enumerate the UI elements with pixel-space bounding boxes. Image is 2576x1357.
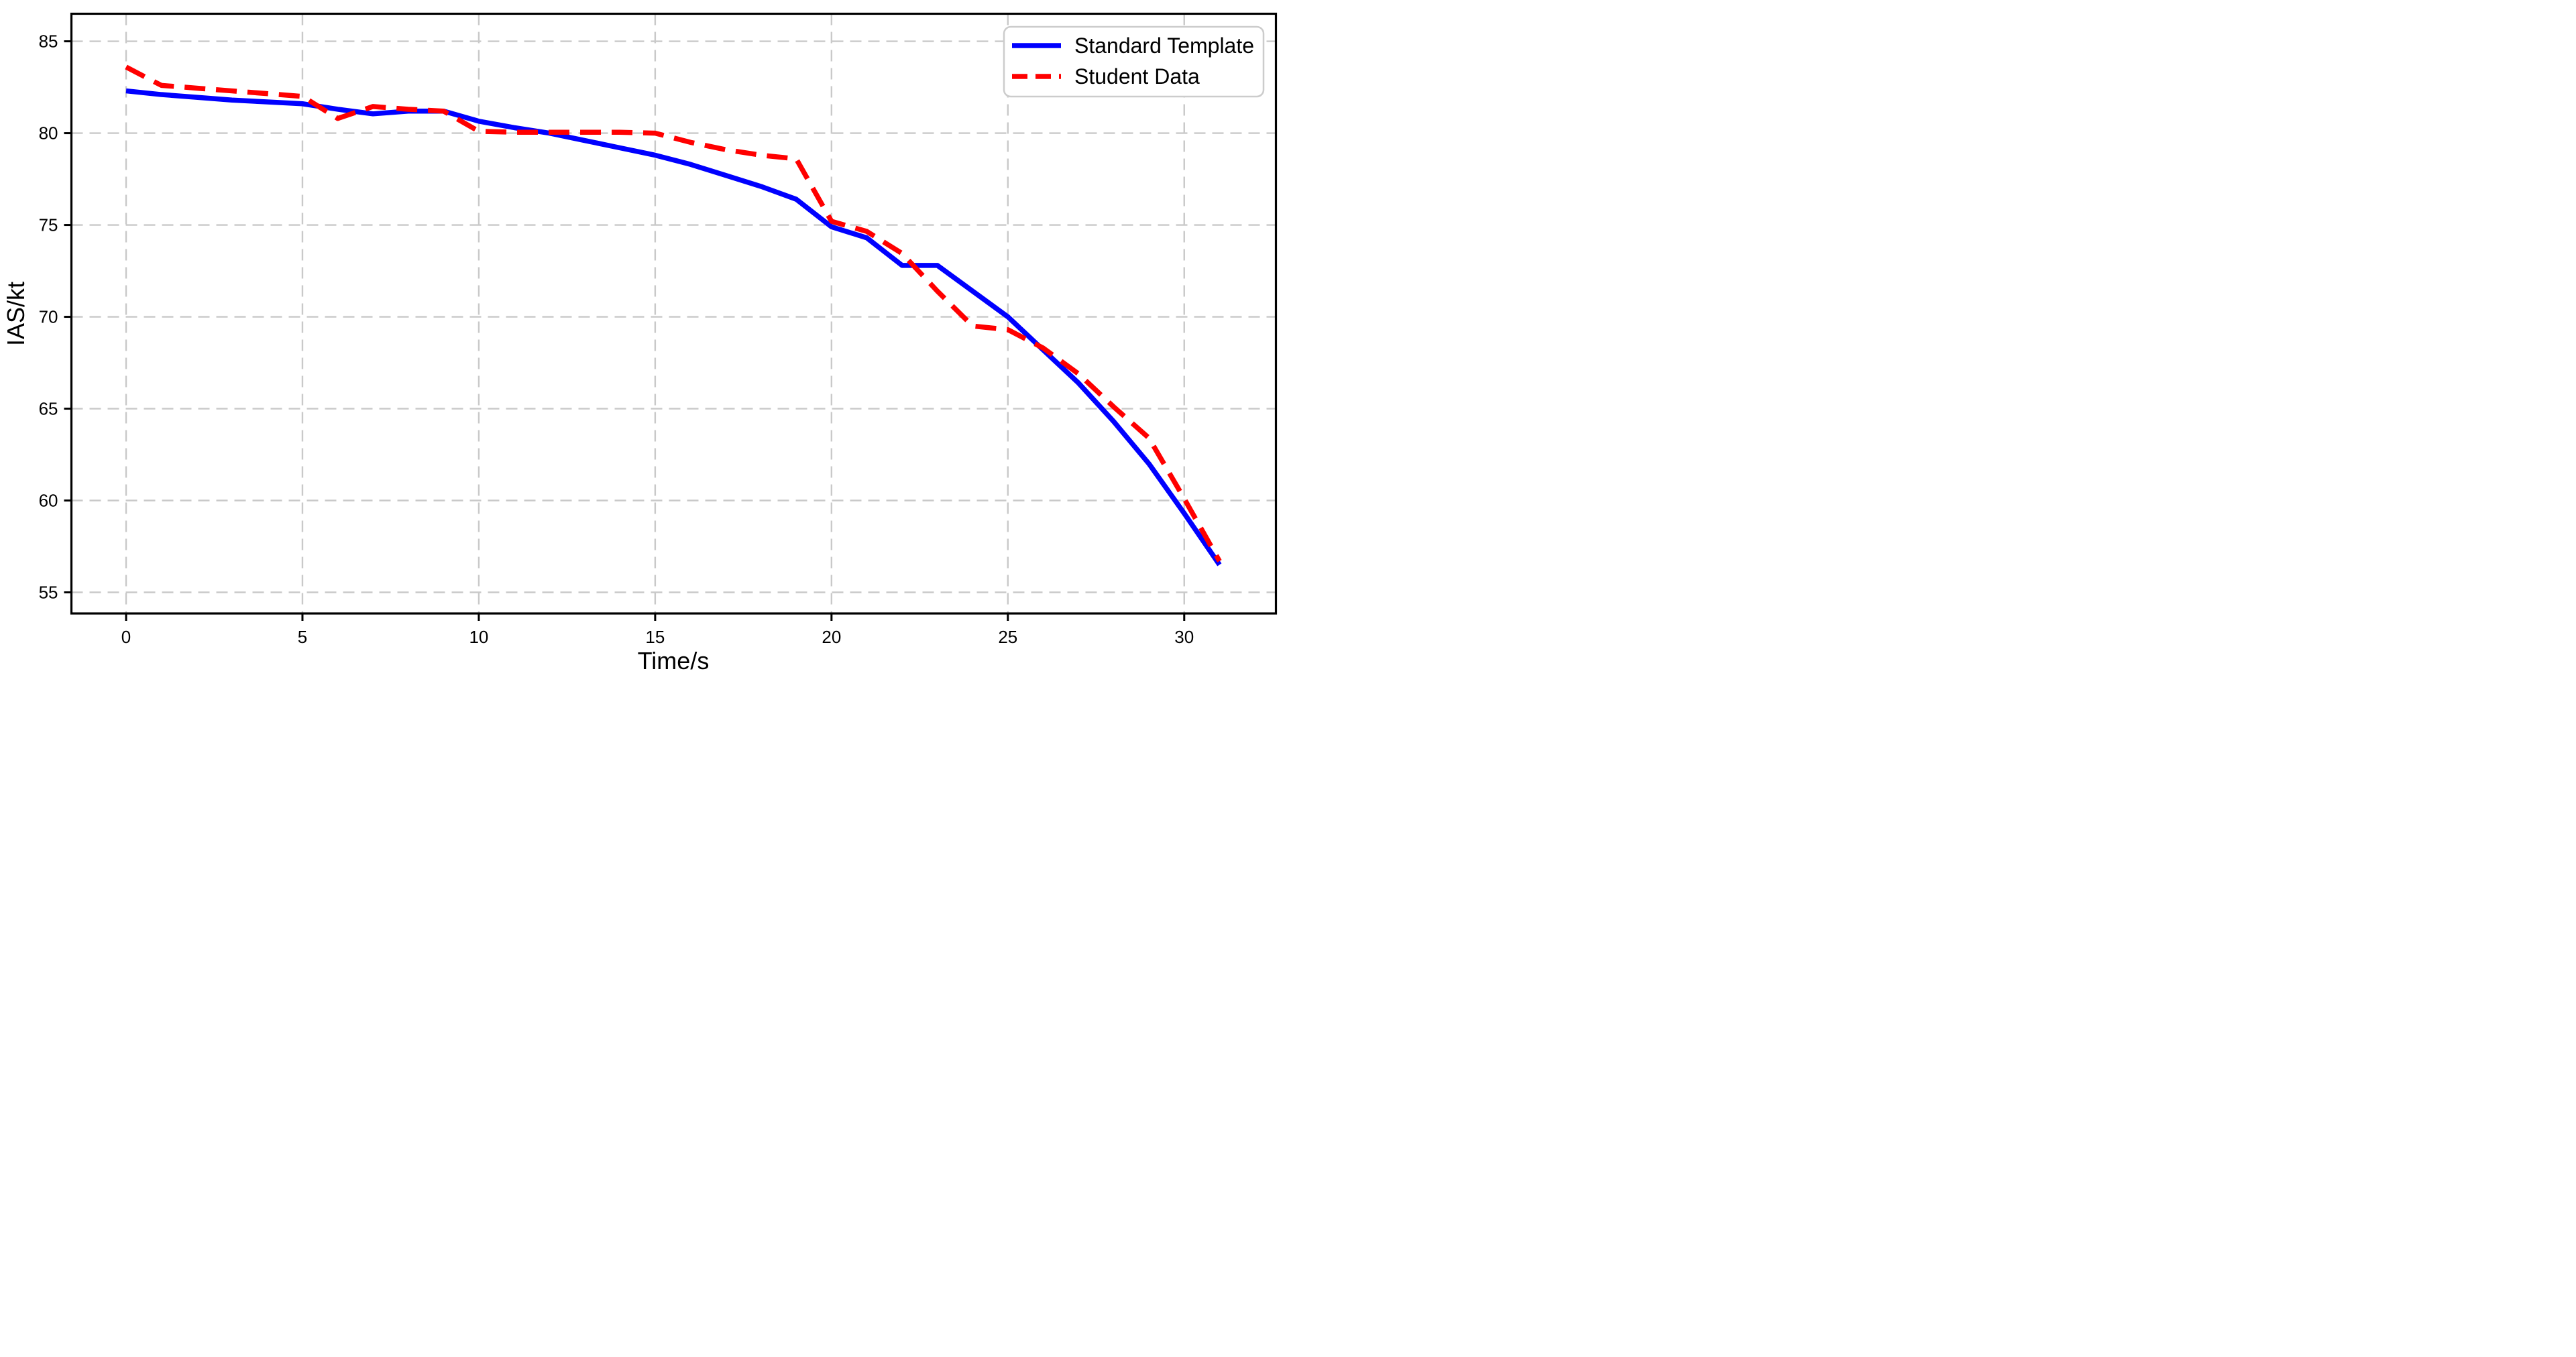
y-tick-label-80: 80	[39, 123, 58, 143]
series-layer	[125, 64, 1222, 567]
y-tick-label-75: 75	[39, 215, 58, 235]
x-tick-label-10: 10	[469, 627, 488, 647]
tick-layer: 0 5 10 15 20 25 30 55 60 65 70 75 80 85	[39, 32, 1194, 647]
x-tick-label-25: 25	[998, 627, 1017, 647]
legend: Standard Template Student Data	[1003, 25, 1265, 98]
y-tick-label-65: 65	[39, 399, 58, 419]
legend-box	[1003, 25, 1265, 98]
series-line-student-data	[125, 64, 1222, 563]
x-tick-label-5: 5	[298, 627, 307, 647]
y-axis-label: IAS/kt	[2, 282, 30, 346]
legend-label-student-data: Student Data	[1074, 64, 1200, 88]
y-tick-label-60: 60	[39, 491, 58, 511]
x-tick-label-20: 20	[822, 627, 841, 647]
x-axis-label: Time/s	[638, 647, 710, 674]
line-chart-svg: 0 5 10 15 20 25 30 55 60 65 70 75 80 85 Time/s IAS/kt…	[0, 0, 1288, 678]
x-tick-label-15: 15	[645, 627, 665, 647]
figure-canvas: 0 5 10 15 20 25 30 55 60 65 70 75 80 85 Time/s IAS/kt…	[0, 0, 1288, 678]
figure-background	[0, 0, 1288, 678]
y-tick-label-55: 55	[39, 582, 58, 602]
y-tick-label-85: 85	[39, 32, 58, 52]
legend-label-standard-template: Standard Template	[1074, 34, 1254, 58]
plot-frame	[70, 12, 1278, 615]
x-tick-label-30: 30	[1174, 627, 1194, 647]
y-tick-label-70: 70	[39, 307, 58, 327]
x-tick-label-0: 0	[121, 627, 131, 647]
